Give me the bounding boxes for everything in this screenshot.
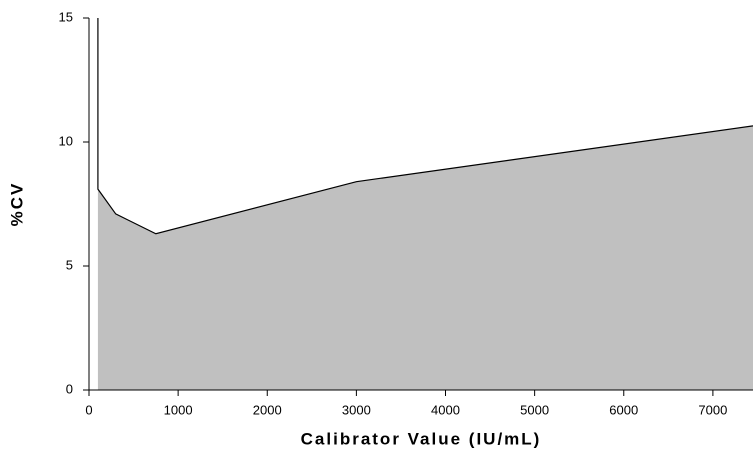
y-tick-label: 0 — [66, 381, 73, 396]
x-tick-label: 7000 — [698, 402, 727, 417]
y-tick-label: 15 — [59, 9, 73, 24]
x-tick-label: 6000 — [609, 402, 638, 417]
x-tick-label: 0 — [85, 402, 92, 417]
x-axis-title: Calibrator Value (IU/mL) — [301, 429, 542, 448]
x-tick-label: 4000 — [431, 402, 460, 417]
line — [97, 18, 753, 235]
x-tick-label: 1000 — [164, 402, 193, 417]
x-tick-label: 3000 — [342, 402, 371, 417]
y-axis-title: %CV — [7, 182, 26, 227]
x-tick-label: 5000 — [520, 402, 549, 417]
y-tick-label: 5 — [66, 257, 73, 272]
y-tick-label: 10 — [59, 133, 73, 148]
x-tick-label: 2000 — [253, 402, 282, 417]
area — [97, 18, 753, 390]
